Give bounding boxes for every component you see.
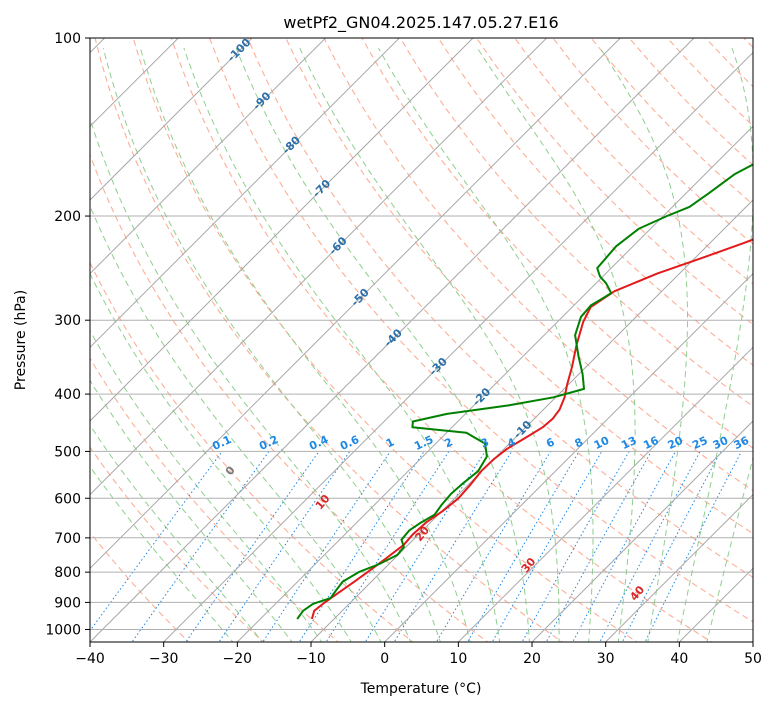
isotherm-line (236, 125, 753, 642)
x-tick-label: 40 (670, 651, 688, 667)
isotherm-line (90, 38, 401, 349)
line-label: 25 (690, 434, 709, 452)
x-tick-label: 20 (523, 651, 541, 667)
mixing-ratio-line (466, 451, 580, 642)
mixing-ratio-line (435, 451, 552, 642)
dry-adiabat-line (361, 38, 753, 449)
isotherm-line (162, 51, 753, 642)
mixing-ratio-line (572, 451, 676, 642)
mixing-ratio-line (545, 451, 652, 642)
axes: −40 −30 −20 −10 0 10 20 30 40 50 1000 900 800 700 600 5… (45, 31, 762, 667)
isotherm-line (604, 493, 753, 642)
isotherm-line (90, 38, 180, 128)
dewpoint-profile (296, 163, 753, 620)
isotherm-line (90, 38, 253, 201)
isotherm-line (310, 199, 753, 642)
grid-lines (90, 38, 753, 642)
profile-lines (296, 163, 753, 620)
isotherm-line (90, 38, 695, 642)
isotherm-line (90, 38, 474, 422)
isotherm-line (383, 272, 753, 642)
y-tick-label: 1000 (45, 622, 81, 638)
y-tick-label: 700 (54, 531, 81, 547)
y-tick-label: 400 (54, 387, 81, 403)
y-tick-label: 900 (54, 595, 81, 611)
x-tick-label: 10 (449, 651, 467, 667)
isotherm-line (90, 38, 622, 570)
isotherm-line (90, 38, 327, 275)
line-label: 16 (641, 434, 661, 452)
y-tick-label: 500 (54, 444, 81, 460)
x-tick-label: 0 (380, 651, 389, 667)
line-label: 30 (711, 434, 731, 452)
dry-adiabat-line (476, 38, 753, 326)
x-tick-label: 50 (744, 651, 762, 667)
x-tick-label: −10 (296, 651, 326, 667)
y-axis-title: Pressure (hPa) (13, 290, 29, 390)
isotherm-line (531, 420, 753, 642)
line-label: 13 (619, 434, 638, 452)
chart-title: wetPf2_GN04.2025.147.05.27.E16 (283, 13, 558, 33)
line-label: 10 (592, 434, 612, 452)
mixing-ratio-line (599, 451, 701, 642)
line-label: 20 (666, 434, 686, 452)
dry-adiabat-line (90, 261, 414, 642)
line-label: 36 (732, 434, 752, 452)
isotherm-line (457, 346, 753, 642)
mixing-ratio-line (621, 451, 722, 642)
dry-adiabat-line (285, 38, 753, 535)
isotherm-line (90, 38, 548, 496)
mixing-ratio-line (298, 451, 425, 642)
y-tick-label: 800 (54, 565, 81, 581)
y-tick-label: 200 (54, 209, 81, 225)
x-tick-label: −20 (223, 651, 253, 667)
mixing-ratio-line (364, 451, 486, 642)
mixing-ratio-line (90, 451, 223, 632)
x-tick-label: 30 (597, 651, 615, 667)
dry-adiabat-line (399, 38, 753, 408)
mixing-ratio-line (185, 451, 320, 642)
dry-adiabat-line (437, 38, 753, 366)
dry-adiabat-line (514, 38, 753, 285)
x-axis-title: Temperature (°C) (360, 681, 482, 697)
x-tick-label: −40 (75, 651, 105, 667)
mixing-ratio-line (262, 451, 391, 642)
plot-frame (89, 37, 754, 643)
mixing-ratio-line (131, 451, 270, 642)
y-tick-label: 600 (54, 491, 81, 507)
mixing-ratio-line (218, 451, 351, 642)
mixing-ratio-line (393, 451, 513, 642)
dry-adiabat-line (247, 38, 753, 578)
y-tick-label: 300 (54, 313, 81, 329)
y-tick-label: 100 (54, 31, 81, 47)
x-tick-label: −30 (149, 651, 179, 667)
dry-adiabat-line (323, 38, 753, 492)
